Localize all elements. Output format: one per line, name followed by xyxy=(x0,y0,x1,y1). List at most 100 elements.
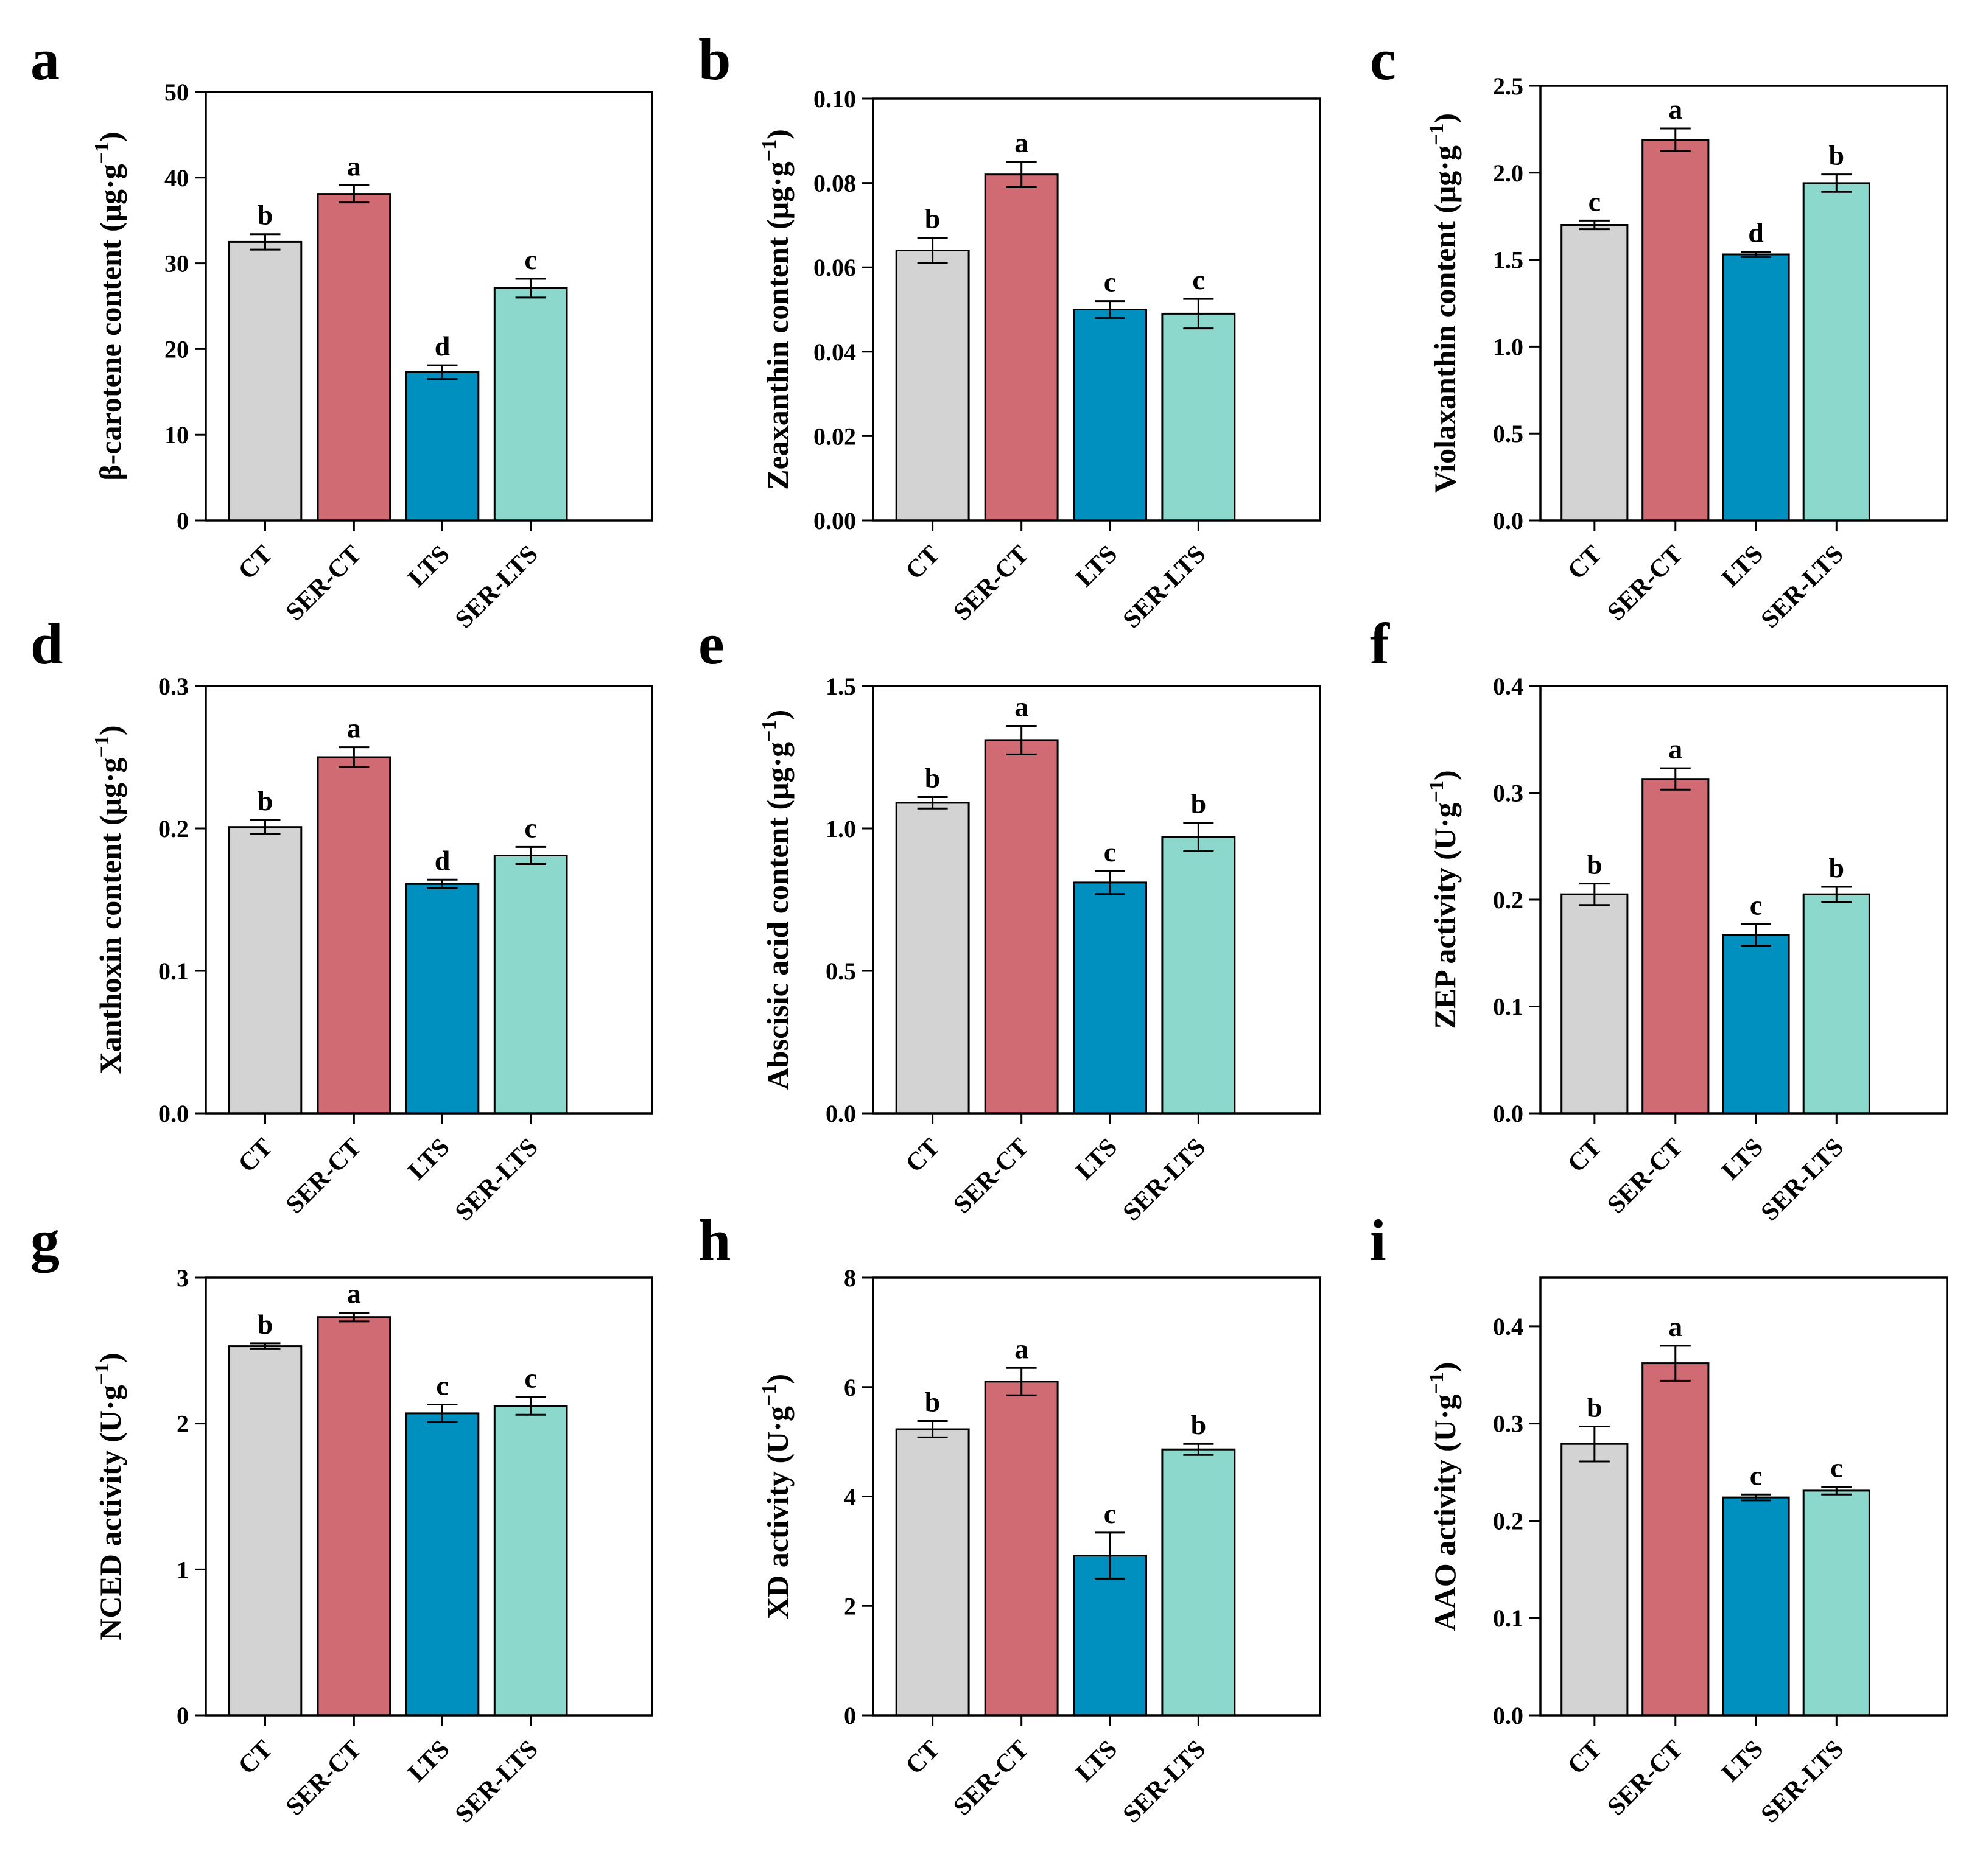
y-axis-title-d: Xanthoxin content (μg·g−1) xyxy=(91,725,127,1074)
axes-frame-d xyxy=(205,685,653,1115)
axes-frame-i xyxy=(1539,1276,1948,1717)
error-bar-e-ser-ct xyxy=(1006,725,1037,755)
error-bar-d-ser-ct xyxy=(339,746,370,768)
bar-h-ser-ct xyxy=(984,1381,1059,1717)
error-bar-c-ct xyxy=(1579,219,1610,231)
chart-panel-i: i b CT a SER-CT c LTS c SER-LTS 0.0 0.1 0.2 0.3 0.4 AA… xyxy=(1370,1208,1948,1829)
bar-d-ct xyxy=(228,826,303,1115)
category-label-h-ct: CT xyxy=(900,1735,946,1780)
category-label-e-ser-ct: SER-CT xyxy=(948,1133,1034,1219)
category-label-i-ser-lts: SER-LTS xyxy=(1756,1735,1850,1829)
y-axis-title-h: XD activity (U·g−1) xyxy=(758,1374,795,1619)
y-axis-title-sup-d: −1 xyxy=(91,735,113,757)
error-bar-c-ser-ct xyxy=(1660,127,1691,152)
category-label-a-ser-ct: SER-CT xyxy=(281,541,367,626)
category-label-e-ct: CT xyxy=(900,1133,946,1178)
y-tick-label-d-0: 0.0 xyxy=(158,1100,189,1127)
y-tick-label-b-3: 0.06 xyxy=(813,254,856,281)
sig-letter-e-ser-lts: b xyxy=(1191,788,1207,819)
category-label-h-ser-ct: SER-CT xyxy=(948,1735,1034,1821)
y-tick-label-a-3: 30 xyxy=(164,250,189,278)
y-tick-label-b-5: 0.10 xyxy=(813,85,856,113)
sig-letter-c-ct: c xyxy=(1589,186,1601,217)
bar-d-lts xyxy=(405,883,480,1115)
sig-letter-h-ser-ct: a xyxy=(1014,1333,1028,1364)
y-tick-label-h-2: 4 xyxy=(844,1483,856,1511)
chart-panel-d: d b CT a SER-CT d LTS c SER-LTS 0.0 0.1 0.2 0.3 Xanth… xyxy=(30,611,653,1227)
sig-letter-a-lts: d xyxy=(435,331,451,362)
category-label-c-lts: LTS xyxy=(1716,541,1769,593)
error-bar-i-lts xyxy=(1741,1493,1772,1502)
y-tick-label-b-0: 0.00 xyxy=(813,507,856,534)
y-tick-label-f-1: 0.1 xyxy=(1493,993,1523,1021)
sig-letter-c-ser-ct: a xyxy=(1668,94,1682,125)
sig-letter-g-ser-ct: a xyxy=(347,1278,361,1309)
bar-b-ser-ct xyxy=(984,173,1059,522)
y-tick-label-g-1: 1 xyxy=(177,1556,189,1583)
error-bar-f-ser-lts xyxy=(1821,886,1852,903)
sig-letter-c-lts: d xyxy=(1748,217,1764,248)
error-bar-a-ser-ct xyxy=(339,184,370,204)
y-tick-label-a-0: 0 xyxy=(177,507,189,534)
y-axis-title-main-d: Xanthoxin content (μg·g xyxy=(93,757,127,1074)
sig-letter-a-ser-ct: a xyxy=(347,151,361,182)
sig-letter-e-lts: c xyxy=(1104,836,1116,867)
panel-letter-h: h xyxy=(698,1208,731,1273)
bar-e-ser-lts xyxy=(1161,836,1236,1115)
error-bar-g-lts xyxy=(427,1404,458,1423)
y-axis-title-sup-g: −1 xyxy=(91,1363,113,1385)
y-axis-title-f: ZEP activity (U·g−1) xyxy=(1425,770,1462,1029)
bar-c-ser-lts xyxy=(1802,182,1870,522)
sig-letter-g-ser-lts: c xyxy=(524,1363,536,1394)
y-axis-title-close-i: ) xyxy=(1428,1362,1462,1373)
sig-letter-f-ct: b xyxy=(1587,849,1603,880)
sig-letter-i-ser-ct: a xyxy=(1668,1311,1682,1342)
category-label-a-ct: CT xyxy=(233,541,278,586)
category-label-f-ser-lts: SER-LTS xyxy=(1756,1133,1850,1227)
bar-i-ser-ct xyxy=(1641,1362,1710,1717)
sig-letter-i-ser-lts: c xyxy=(1830,1452,1842,1483)
error-bar-g-ct xyxy=(250,1342,281,1350)
y-axis-title-a: β-carotene content (μg·g−1) xyxy=(91,131,127,480)
y-tick-label-i-2: 0.2 xyxy=(1493,1507,1523,1535)
y-tick-label-d-3: 0.3 xyxy=(158,673,189,700)
category-label-g-lts: LTS xyxy=(403,1735,455,1788)
y-tick-label-g-2: 2 xyxy=(177,1410,189,1438)
category-label-c-ser-ct: SER-CT xyxy=(1602,541,1688,626)
error-bar-b-ct xyxy=(917,237,948,264)
bar-h-ser-lts xyxy=(1161,1448,1236,1717)
category-label-f-ser-ct: SER-CT xyxy=(1602,1133,1688,1219)
y-tick-label-a-4: 40 xyxy=(164,164,189,192)
category-label-g-ct: CT xyxy=(233,1735,278,1780)
sig-letter-i-ct: b xyxy=(1587,1392,1603,1423)
y-axis-title-close-a: ) xyxy=(93,131,127,142)
sig-letter-f-ser-lts: b xyxy=(1829,852,1845,883)
bar-b-ser-lts xyxy=(1161,312,1236,522)
axes-frame-e xyxy=(872,685,1321,1115)
category-label-h-lts: LTS xyxy=(1070,1735,1123,1788)
sig-letter-d-lts: d xyxy=(435,845,451,876)
y-tick-label-f-3: 0.3 xyxy=(1493,780,1523,807)
bar-h-ct xyxy=(895,1428,970,1717)
y-axis-title-g: NCED activity (U·g−1) xyxy=(91,1353,127,1640)
error-bar-e-lts xyxy=(1095,870,1126,895)
error-bar-a-ct xyxy=(250,233,281,251)
y-tick-label-e-0: 0.0 xyxy=(826,1100,856,1127)
bar-d-ser-lts xyxy=(493,855,568,1115)
category-label-b-ct: CT xyxy=(900,541,946,586)
y-tick-label-f-2: 0.2 xyxy=(1493,886,1523,914)
sig-letter-d-ct: b xyxy=(258,785,273,816)
y-tick-label-c-1: 0.5 xyxy=(1493,420,1523,447)
y-tick-label-g-3: 3 xyxy=(177,1264,189,1292)
error-bar-f-ct xyxy=(1579,883,1610,906)
chart-panel-c: c c CT a SER-CT d LTS b SER-LTS 0.0 0.5 1.0 1.5 2.0 2.… xyxy=(1370,27,1948,634)
error-bar-b-ser-lts xyxy=(1183,298,1214,330)
category-label-i-ct: CT xyxy=(1562,1735,1607,1780)
bar-f-lts xyxy=(1722,934,1790,1115)
y-axis-title-close-h: ) xyxy=(760,1374,795,1384)
y-axis-title-sup-b: −1 xyxy=(758,139,781,161)
bar-e-lts xyxy=(1073,881,1147,1115)
error-bar-d-ser-lts xyxy=(515,845,546,865)
y-axis-title-main-f: ZEP activity (U·g xyxy=(1428,802,1462,1029)
